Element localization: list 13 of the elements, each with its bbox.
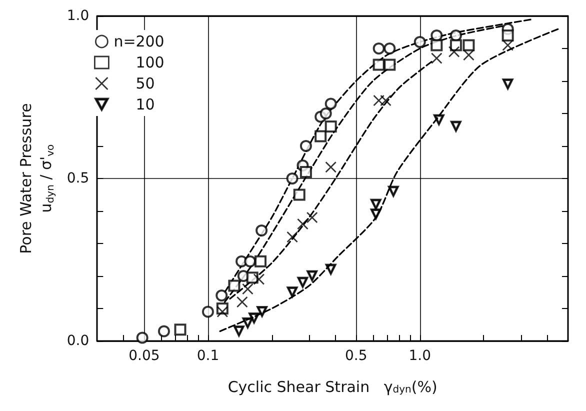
x-tick-label: 1.0 — [408, 348, 432, 364]
x-tick-label: 0.1 — [196, 348, 220, 364]
y-tick-label: 0.5 — [66, 170, 90, 186]
legend-label: 10 — [136, 96, 155, 114]
x-tick-label: 0.5 — [344, 348, 368, 364]
legend-label: 50 — [136, 74, 155, 92]
legend-label: 100 — [136, 54, 164, 72]
legend-label: 200 — [136, 32, 164, 50]
legend-title: n= — [114, 32, 136, 50]
y-tick-label: 1.0 — [66, 8, 90, 24]
x-tick-label: 0.05 — [128, 348, 160, 364]
y-tick-label: 0.0 — [66, 333, 90, 349]
x-axis-title: Cyclic Shear Strain γdyn(%) — [228, 378, 438, 396]
